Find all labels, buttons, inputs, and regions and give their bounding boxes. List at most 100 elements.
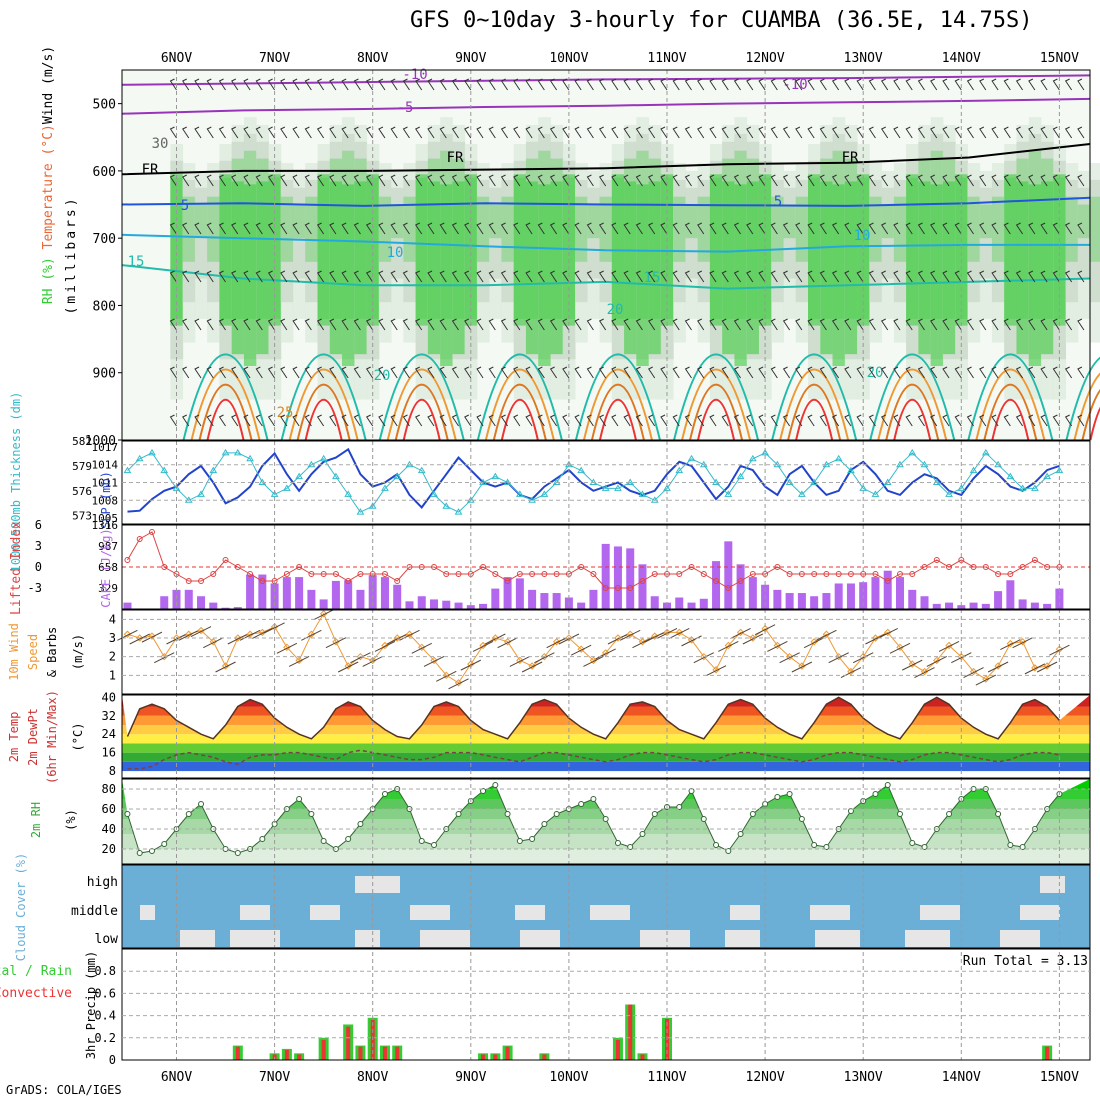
wind-barb (1040, 318, 1048, 331)
wind-barb (1015, 222, 1024, 235)
rh-shade-cell (170, 174, 184, 326)
slp-tick-label: 1008 (92, 494, 119, 507)
wind-barb (427, 78, 435, 91)
wind-barb (341, 78, 349, 91)
wind-barb (1064, 126, 1073, 139)
wind-barb (1064, 318, 1073, 331)
surface-wind-barb (975, 674, 997, 686)
wind-barb (1052, 270, 1060, 283)
rh-marker (946, 811, 953, 817)
slp-line-marker (491, 472, 500, 480)
rh-marker (480, 788, 487, 794)
contour-label: 5 (774, 194, 782, 210)
wind-speed-marker (148, 632, 156, 640)
warm-contour (1089, 406, 1100, 441)
wind-barb (856, 222, 864, 235)
cape-bar (810, 596, 819, 609)
wind-barb (807, 126, 815, 139)
temperature-mask (122, 695, 1090, 739)
wind-barb (1003, 366, 1011, 379)
wind-barb (488, 222, 496, 235)
slp-line-marker (748, 454, 757, 462)
wind-barb (280, 366, 288, 379)
day-label-bottom: 12NOV (746, 1070, 785, 1085)
wind-barb (598, 126, 607, 139)
wind-barb (856, 174, 864, 187)
cape-bar (601, 543, 610, 609)
wind-barb (979, 366, 987, 379)
wind-barb (660, 222, 668, 235)
rh-shade-cell (207, 196, 220, 262)
wind-barb (733, 78, 741, 91)
wind-barb (979, 222, 987, 235)
slp-line-marker (822, 460, 831, 468)
wind-barb (880, 414, 889, 427)
lifted-index-marker (161, 564, 168, 570)
wind-barb (917, 222, 925, 235)
wind-barb (819, 222, 827, 235)
wind-barb (905, 270, 913, 283)
rh-shade-cell (305, 196, 319, 262)
wind-speed-marker (614, 634, 622, 642)
rh-marker (639, 831, 646, 837)
wind-barb (868, 414, 876, 427)
rh-shade-cell (550, 181, 564, 355)
wind-barb (648, 366, 656, 379)
cape-bar (1043, 603, 1052, 609)
wind-barb (917, 414, 925, 427)
wind-barb (770, 414, 778, 427)
temp-units-label: (°C) (71, 723, 85, 752)
wind-barb (905, 222, 913, 235)
wind-barb (709, 318, 717, 331)
rh-tick-label: 20 (102, 842, 116, 856)
rh-marker (749, 811, 756, 817)
wind-barb (574, 366, 582, 379)
warm-contour (967, 353, 1054, 441)
wind-barb (893, 366, 901, 379)
wind-barb (660, 78, 668, 91)
rh-shade-cell (906, 174, 919, 326)
wind-barb (243, 270, 251, 283)
y-tick-label: 900 (93, 367, 116, 382)
wind-barb (243, 126, 251, 139)
surface-wind-barb (1012, 637, 1033, 649)
cape-bar (957, 605, 966, 609)
wind-speed-marker (1043, 662, 1051, 670)
wind-speed-marker (307, 630, 316, 638)
warm-contour (198, 383, 253, 441)
wind-barb (1040, 126, 1048, 139)
wind-speed-marker (712, 666, 720, 674)
wind-barb (733, 414, 741, 427)
precip-rain-bar (628, 1004, 633, 1060)
cape-bar (540, 593, 549, 609)
rh-marker (553, 811, 560, 817)
wind-barb (733, 366, 741, 379)
surface-wind-barb (178, 629, 199, 641)
wind-barb (746, 126, 754, 139)
wind-barb (549, 414, 558, 427)
precip-rain-bar (542, 1054, 547, 1060)
wind-barb (611, 414, 619, 427)
rh-shade-cell (1016, 181, 1030, 355)
warm-contour (402, 398, 441, 441)
wind-barb (451, 414, 459, 427)
wind-barb (660, 366, 668, 379)
rh-shade-cell (378, 196, 392, 262)
rh-marker (627, 844, 634, 850)
rh-marker (185, 811, 192, 817)
precip-axis-title: 3hr Precip (mm) (84, 951, 98, 1059)
surface-wind-barb (730, 627, 751, 639)
rh-marker (381, 791, 388, 797)
lifted-index-marker (1044, 564, 1051, 570)
wind-barb (231, 414, 239, 427)
precip-rain-bar (615, 1040, 620, 1060)
wind-barb (746, 318, 754, 331)
wind-barb (782, 78, 791, 91)
wind-barb (942, 222, 950, 235)
wind-barb (1003, 126, 1011, 139)
wind-barb (819, 126, 827, 139)
lifted-index-marker (283, 571, 290, 577)
wind-barb (844, 270, 852, 283)
slp-line-marker (773, 460, 782, 468)
wind-barb (218, 222, 226, 235)
